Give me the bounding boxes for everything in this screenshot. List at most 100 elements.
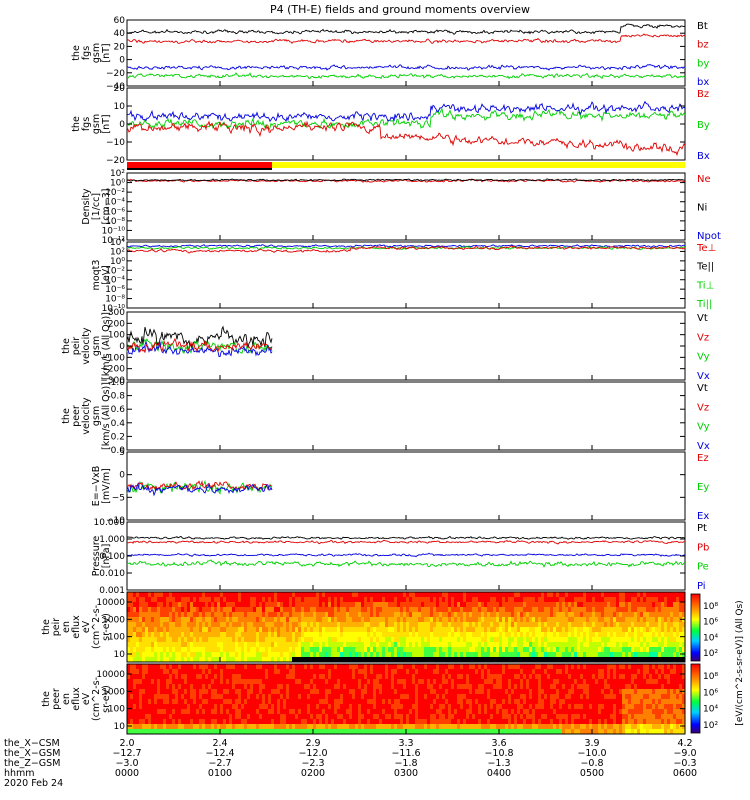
heat-cell [682,592,685,597]
heat-cell [307,632,310,637]
heat-cell [385,714,388,719]
heat-cell [268,617,271,622]
heat-cell [388,689,391,694]
heat-cell [214,627,217,632]
heat-cell [547,679,550,684]
heat-cell [334,592,337,597]
heat-cell [289,622,292,627]
heat-cell [658,657,661,662]
heat-cell [193,704,196,709]
heat-cell [541,684,544,689]
heat-cell [202,607,205,612]
heat-cell [217,664,220,669]
heat-cell [310,632,313,637]
heat-cell [208,704,211,709]
heat-cell [493,622,496,627]
heat-cell [253,647,256,652]
heat-cell [367,679,370,684]
heat-cell [634,597,637,602]
heat-cell [361,714,364,719]
heat-cell [607,632,610,637]
heat-cell [187,622,190,627]
series-line-te-par [127,244,685,248]
heat-cell [496,664,499,669]
heat-cell [451,632,454,637]
heat-cell [193,724,196,729]
heat-cell [316,607,319,612]
heat-cell [274,724,277,729]
heat-cell [346,714,349,719]
heat-cell [583,647,586,652]
heat-cell [436,632,439,637]
heat-cell [241,694,244,699]
heat-cell [328,657,331,662]
heat-cell [511,729,514,734]
heat-cell [469,669,472,674]
heat-cell [409,684,412,689]
heat-cell [454,597,457,602]
heat-cell [238,622,241,627]
heat-cell [457,597,460,602]
heat-cell [529,617,532,622]
heat-cell [223,637,226,642]
heat-cell [343,724,346,729]
heat-cell [646,647,649,652]
heat-cell [328,689,331,694]
heat-cell [226,714,229,719]
heat-cell [262,674,265,679]
heat-cell [160,684,163,689]
heat-cell [589,637,592,642]
heat-cell [292,729,295,734]
heat-cell [445,637,448,642]
heat-cell [439,592,442,597]
heat-cell [550,612,553,617]
heat-cell [355,602,358,607]
heat-cell [577,689,580,694]
heat-cell [319,652,322,657]
heat-cell [562,689,565,694]
heat-cell [541,679,544,684]
legend-entry: Te⊥ [696,243,716,254]
heat-cell [343,622,346,627]
heat-cell [670,617,673,622]
heat-cell [643,602,646,607]
heat-cell [673,592,676,597]
heat-cell [550,719,553,724]
heat-cell [196,647,199,652]
heat-cell [355,724,358,729]
heat-cell [220,647,223,652]
heat-cell [370,652,373,657]
heat-cell [493,652,496,657]
heat-cell [577,622,580,627]
heat-cell [256,592,259,597]
heat-cell [268,694,271,699]
heat-cell [220,612,223,617]
heat-cell [340,637,343,642]
heat-cell [172,684,175,689]
heat-cell [334,632,337,637]
heat-cell [226,724,229,729]
heat-cell [307,674,310,679]
heat-cell [400,647,403,652]
heat-cell [337,627,340,632]
heat-cell [532,607,535,612]
heat-cell [328,714,331,719]
heat-cell [631,627,634,632]
heat-cell [484,714,487,719]
heat-cell [385,719,388,724]
heat-cell [679,647,682,652]
heat-cell [583,657,586,662]
legend-entry: Ez [697,453,709,464]
heat-cell [601,642,604,647]
heat-cell [598,637,601,642]
heat-cell [376,719,379,724]
heat-cell [208,657,211,662]
heat-cell [199,597,202,602]
heat-cell [346,719,349,724]
heat-cell [367,627,370,632]
heat-cell [178,689,181,694]
heat-cell [484,674,487,679]
heat-cell [541,657,544,662]
heat-cell [358,674,361,679]
heat-cell [421,664,424,669]
